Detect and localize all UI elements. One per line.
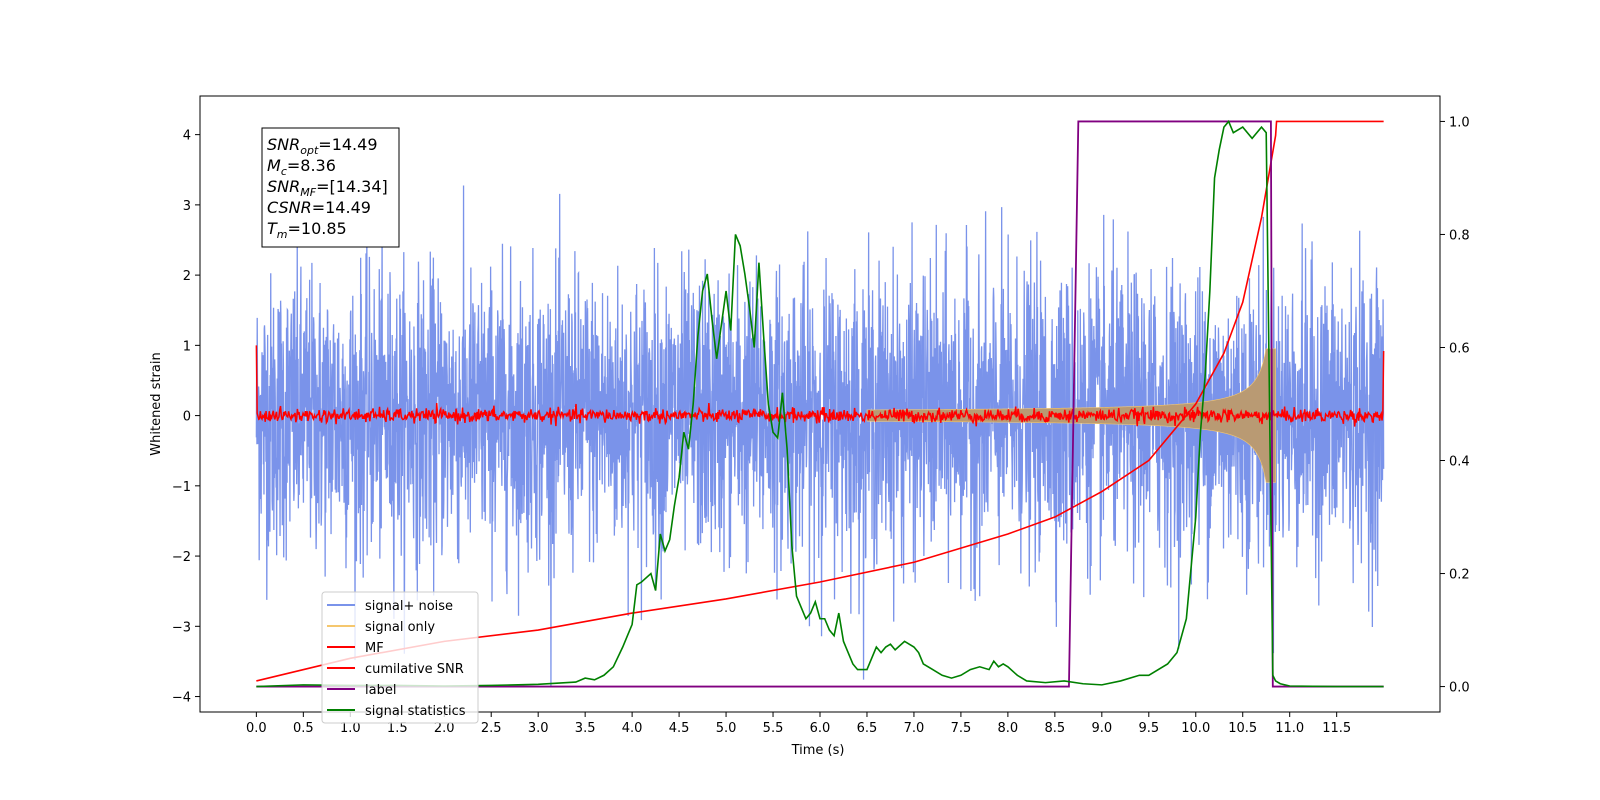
x-tick-label: 8.0 [998, 721, 1019, 736]
axis-layer: 0.0 0.5 1.0 1.5 2.0 2.5 3.0 3.5 4.0 4.5 5.0 5.5 6.0 6… [172, 115, 1470, 736]
y2-tick-label: 1.0 [1449, 115, 1470, 130]
mf-series [255, 345, 1385, 427]
x-tick-label: 7.5 [951, 721, 972, 736]
y-axis-label: Whitened strain [149, 352, 164, 455]
cumulative-snr-series [256, 120, 1384, 682]
x-tick-label: 3.5 [575, 721, 596, 736]
x-tick-label: 2.0 [434, 721, 455, 736]
legend-frame [321, 591, 479, 724]
signal-noise-series [255, 185, 1385, 687]
x-tick-label: 3.0 [528, 721, 549, 736]
legend-label: MF [365, 641, 384, 656]
x-axis-label: Time (s) [791, 743, 845, 758]
x-tick-label: 1.5 [387, 721, 408, 736]
x-tick-label: 4.5 [669, 721, 690, 736]
x-tick-label: 5.5 [763, 721, 784, 736]
y-tick-label: 2 [183, 269, 191, 284]
series-layer [255, 119, 1385, 688]
x-tick-label: 0.5 [293, 721, 314, 736]
legend-label: label [365, 683, 396, 698]
annotation-box: SNRopt=14.49Mc=8.36SNRMF=[14.34]CSNR=14.… [261, 127, 400, 248]
x-tick-label: 6.0 [810, 721, 831, 736]
x-tick-label: 11.5 [1322, 721, 1351, 736]
x-tick-label: 10.0 [1181, 721, 1210, 736]
y-tick-label: −2 [172, 550, 191, 565]
y2-tick-label: 0.4 [1449, 455, 1470, 470]
annotation-line: CSNR=14.49 [267, 198, 371, 217]
x-tick-label: 7.0 [904, 721, 925, 736]
y2-tick-label: 0.6 [1449, 341, 1470, 356]
y-tick-label: 0 [183, 410, 191, 425]
x-tick-label: 11.0 [1275, 721, 1304, 736]
y2-tick-label: 0.2 [1449, 568, 1470, 583]
x-tick-label: 6.5 [857, 721, 878, 736]
x-tick-label: 5.0 [716, 721, 737, 736]
y2-tick-label: 0.8 [1449, 228, 1470, 243]
x-tick-label: 0.0 [246, 721, 267, 736]
annotation-line: Mc=8.36 [267, 156, 336, 178]
y-tick-label: 1 [183, 339, 191, 354]
annotation-line: Tm=10.85 [267, 219, 347, 241]
x-tick-label: 8.5 [1045, 721, 1066, 736]
legend-label: signal+ noise [365, 599, 453, 614]
annotation-line: SNRopt=14.49 [267, 135, 378, 157]
annotation-line: SNRMF=[14.34] [267, 177, 388, 199]
y-tick-label: 3 [183, 199, 191, 214]
legend: signal+ noise signal only MF cumilative SNR… [321, 591, 479, 724]
x-tick-label: 10.5 [1228, 721, 1257, 736]
y-tick-label: 4 [183, 129, 191, 144]
x-tick-label: 2.5 [481, 721, 502, 736]
x-tick-label: 4.0 [622, 721, 643, 736]
x-tick-label: 9.5 [1138, 721, 1159, 736]
legend-label: cumilative SNR [365, 662, 464, 677]
y-tick-label: −1 [172, 480, 191, 495]
x-tick-label: 9.0 [1091, 721, 1112, 736]
annotation-frame [261, 127, 400, 248]
legend-label: signal statistics [365, 704, 466, 719]
y2-tick-label: 0.0 [1449, 681, 1470, 696]
signal-statistics-series [256, 119, 1384, 688]
legend-label: signal only [365, 620, 435, 635]
y-tick-label: −3 [172, 620, 191, 635]
x-tick-label: 1.0 [340, 721, 361, 736]
y-tick-label: −4 [172, 691, 191, 706]
